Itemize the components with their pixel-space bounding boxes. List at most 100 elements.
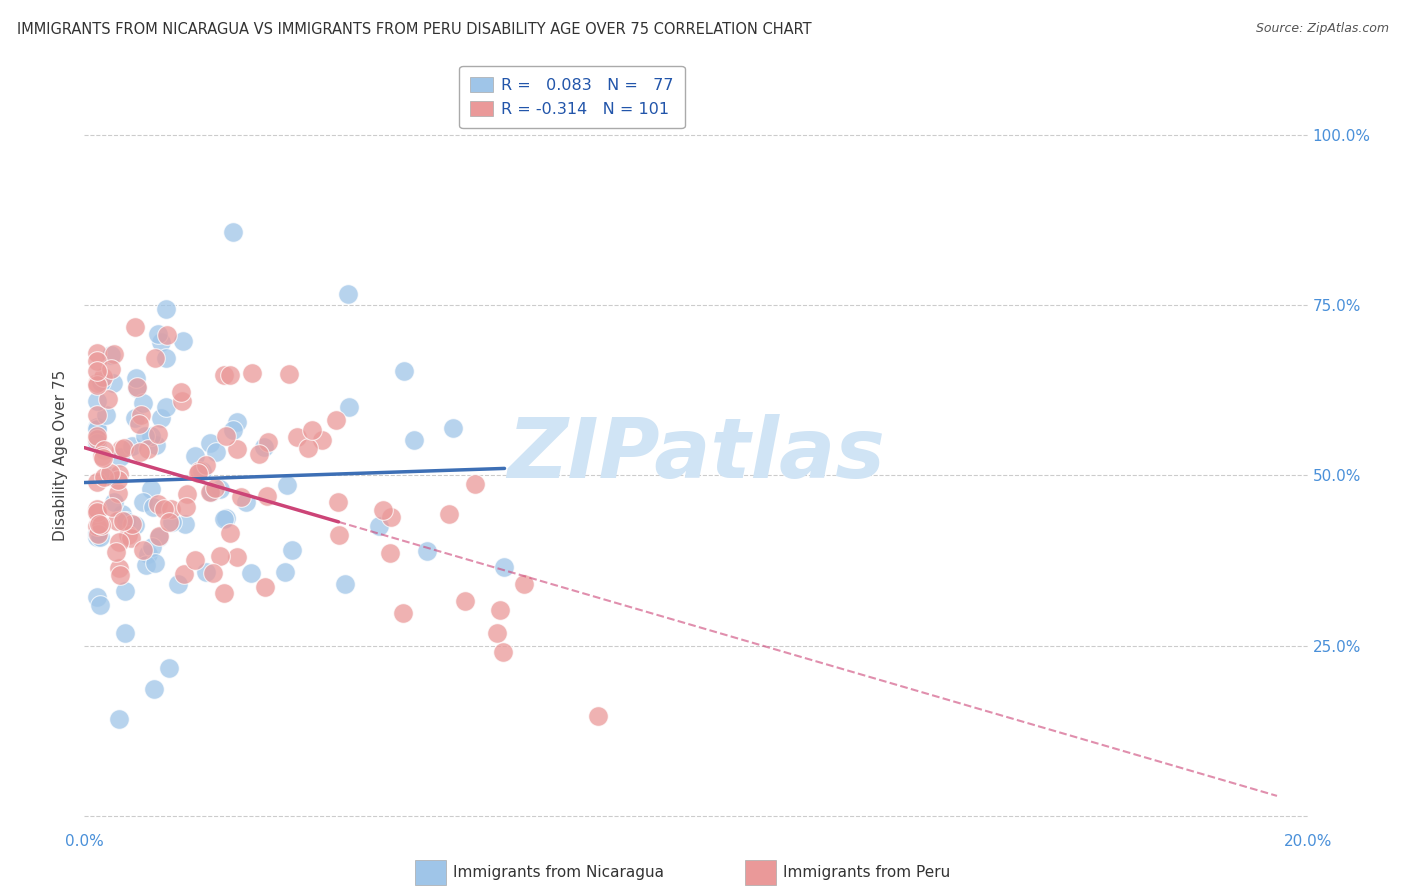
Point	[90, 518, 112, 533]
Point	[107, 712, 129, 726]
Point	[86, 409, 108, 423]
Point	[108, 467, 131, 481]
Point	[87, 527, 110, 541]
Point	[103, 346, 125, 360]
Point	[146, 327, 169, 342]
Point	[156, 327, 179, 342]
Point	[86, 530, 108, 544]
Point	[131, 408, 153, 422]
Point	[170, 394, 193, 409]
Point	[107, 486, 129, 500]
Point	[87, 516, 110, 531]
Point	[139, 429, 162, 443]
Point	[278, 367, 301, 381]
Y-axis label: Disability Age Over 75: Disability Age Over 75	[53, 369, 69, 541]
Point	[86, 422, 108, 436]
Point	[110, 442, 132, 456]
Point	[114, 626, 136, 640]
Point	[142, 500, 165, 514]
Point	[240, 366, 263, 380]
Point	[337, 286, 360, 301]
Point	[247, 447, 270, 461]
Point	[256, 489, 278, 503]
Point	[297, 441, 319, 455]
Point	[194, 458, 217, 472]
Point	[86, 590, 108, 604]
Point	[96, 408, 118, 422]
Point	[212, 586, 235, 600]
Point	[200, 485, 222, 500]
Point	[276, 478, 298, 492]
Point	[222, 226, 245, 240]
Point	[86, 394, 108, 409]
Point	[201, 566, 224, 580]
Point	[91, 370, 114, 384]
Point	[86, 429, 108, 443]
Point	[225, 549, 247, 564]
Point	[195, 565, 218, 579]
Point	[311, 433, 333, 447]
Point	[155, 301, 177, 316]
Point	[167, 576, 190, 591]
Point	[124, 370, 146, 384]
Text: IMMIGRANTS FROM NICARAGUA VS IMMIGRANTS FROM PERU DISABILITY AGE OVER 75 CORRELA: IMMIGRANTS FROM NICARAGUA VS IMMIGRANTS …	[17, 22, 811, 37]
Point	[100, 361, 122, 376]
Point	[86, 364, 108, 378]
Point	[235, 494, 257, 508]
Point	[90, 376, 112, 390]
Point	[132, 395, 155, 409]
Point	[143, 556, 166, 570]
Point	[229, 490, 252, 504]
Point	[98, 466, 121, 480]
Point	[254, 580, 277, 594]
Point	[586, 709, 609, 723]
Point	[212, 368, 235, 383]
Point	[107, 473, 129, 487]
Point	[111, 507, 134, 521]
Point	[257, 434, 280, 449]
Point	[204, 445, 226, 459]
Point	[103, 495, 125, 509]
Point	[198, 435, 221, 450]
Point	[93, 470, 115, 484]
Point	[136, 442, 159, 456]
Point	[145, 437, 167, 451]
Point	[153, 501, 176, 516]
Point	[392, 606, 415, 620]
Point	[86, 354, 108, 368]
Point	[215, 429, 238, 443]
Point	[155, 351, 177, 365]
Point	[368, 518, 391, 533]
Point	[98, 469, 121, 483]
Point	[148, 530, 170, 544]
Point	[170, 385, 193, 400]
Point	[337, 400, 360, 414]
Point	[191, 464, 214, 478]
Point	[139, 482, 162, 496]
Point	[187, 466, 209, 480]
Point	[148, 427, 170, 442]
Point	[132, 495, 155, 509]
Point	[188, 464, 211, 478]
Point	[157, 515, 180, 529]
Point	[208, 549, 231, 564]
Point	[101, 500, 124, 514]
Point	[215, 510, 238, 524]
Point	[184, 552, 207, 566]
Point	[124, 411, 146, 425]
Point	[176, 486, 198, 500]
Point	[134, 429, 156, 443]
Point	[240, 566, 263, 580]
Point	[121, 439, 143, 453]
Point	[86, 346, 108, 360]
Point	[114, 584, 136, 599]
Point	[404, 433, 426, 447]
Point	[486, 625, 509, 640]
Point	[136, 548, 159, 562]
Point	[108, 567, 131, 582]
Point	[222, 423, 245, 437]
Point	[86, 506, 108, 520]
Point	[392, 364, 415, 378]
Point	[148, 529, 170, 543]
Point	[141, 540, 163, 554]
